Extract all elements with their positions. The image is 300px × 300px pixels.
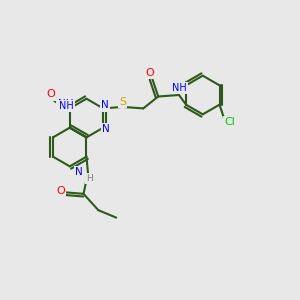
Text: NH: NH — [172, 82, 187, 93]
Text: NH: NH — [58, 99, 73, 109]
Text: N: N — [102, 124, 110, 134]
Text: Cl: Cl — [224, 117, 236, 127]
Text: O: O — [145, 68, 154, 78]
Text: O: O — [46, 89, 55, 99]
Text: N: N — [101, 100, 109, 110]
Text: O: O — [56, 186, 65, 196]
Text: NH: NH — [59, 101, 74, 111]
Text: S: S — [119, 97, 126, 106]
Text: H: H — [86, 174, 93, 183]
Text: N: N — [75, 167, 83, 177]
